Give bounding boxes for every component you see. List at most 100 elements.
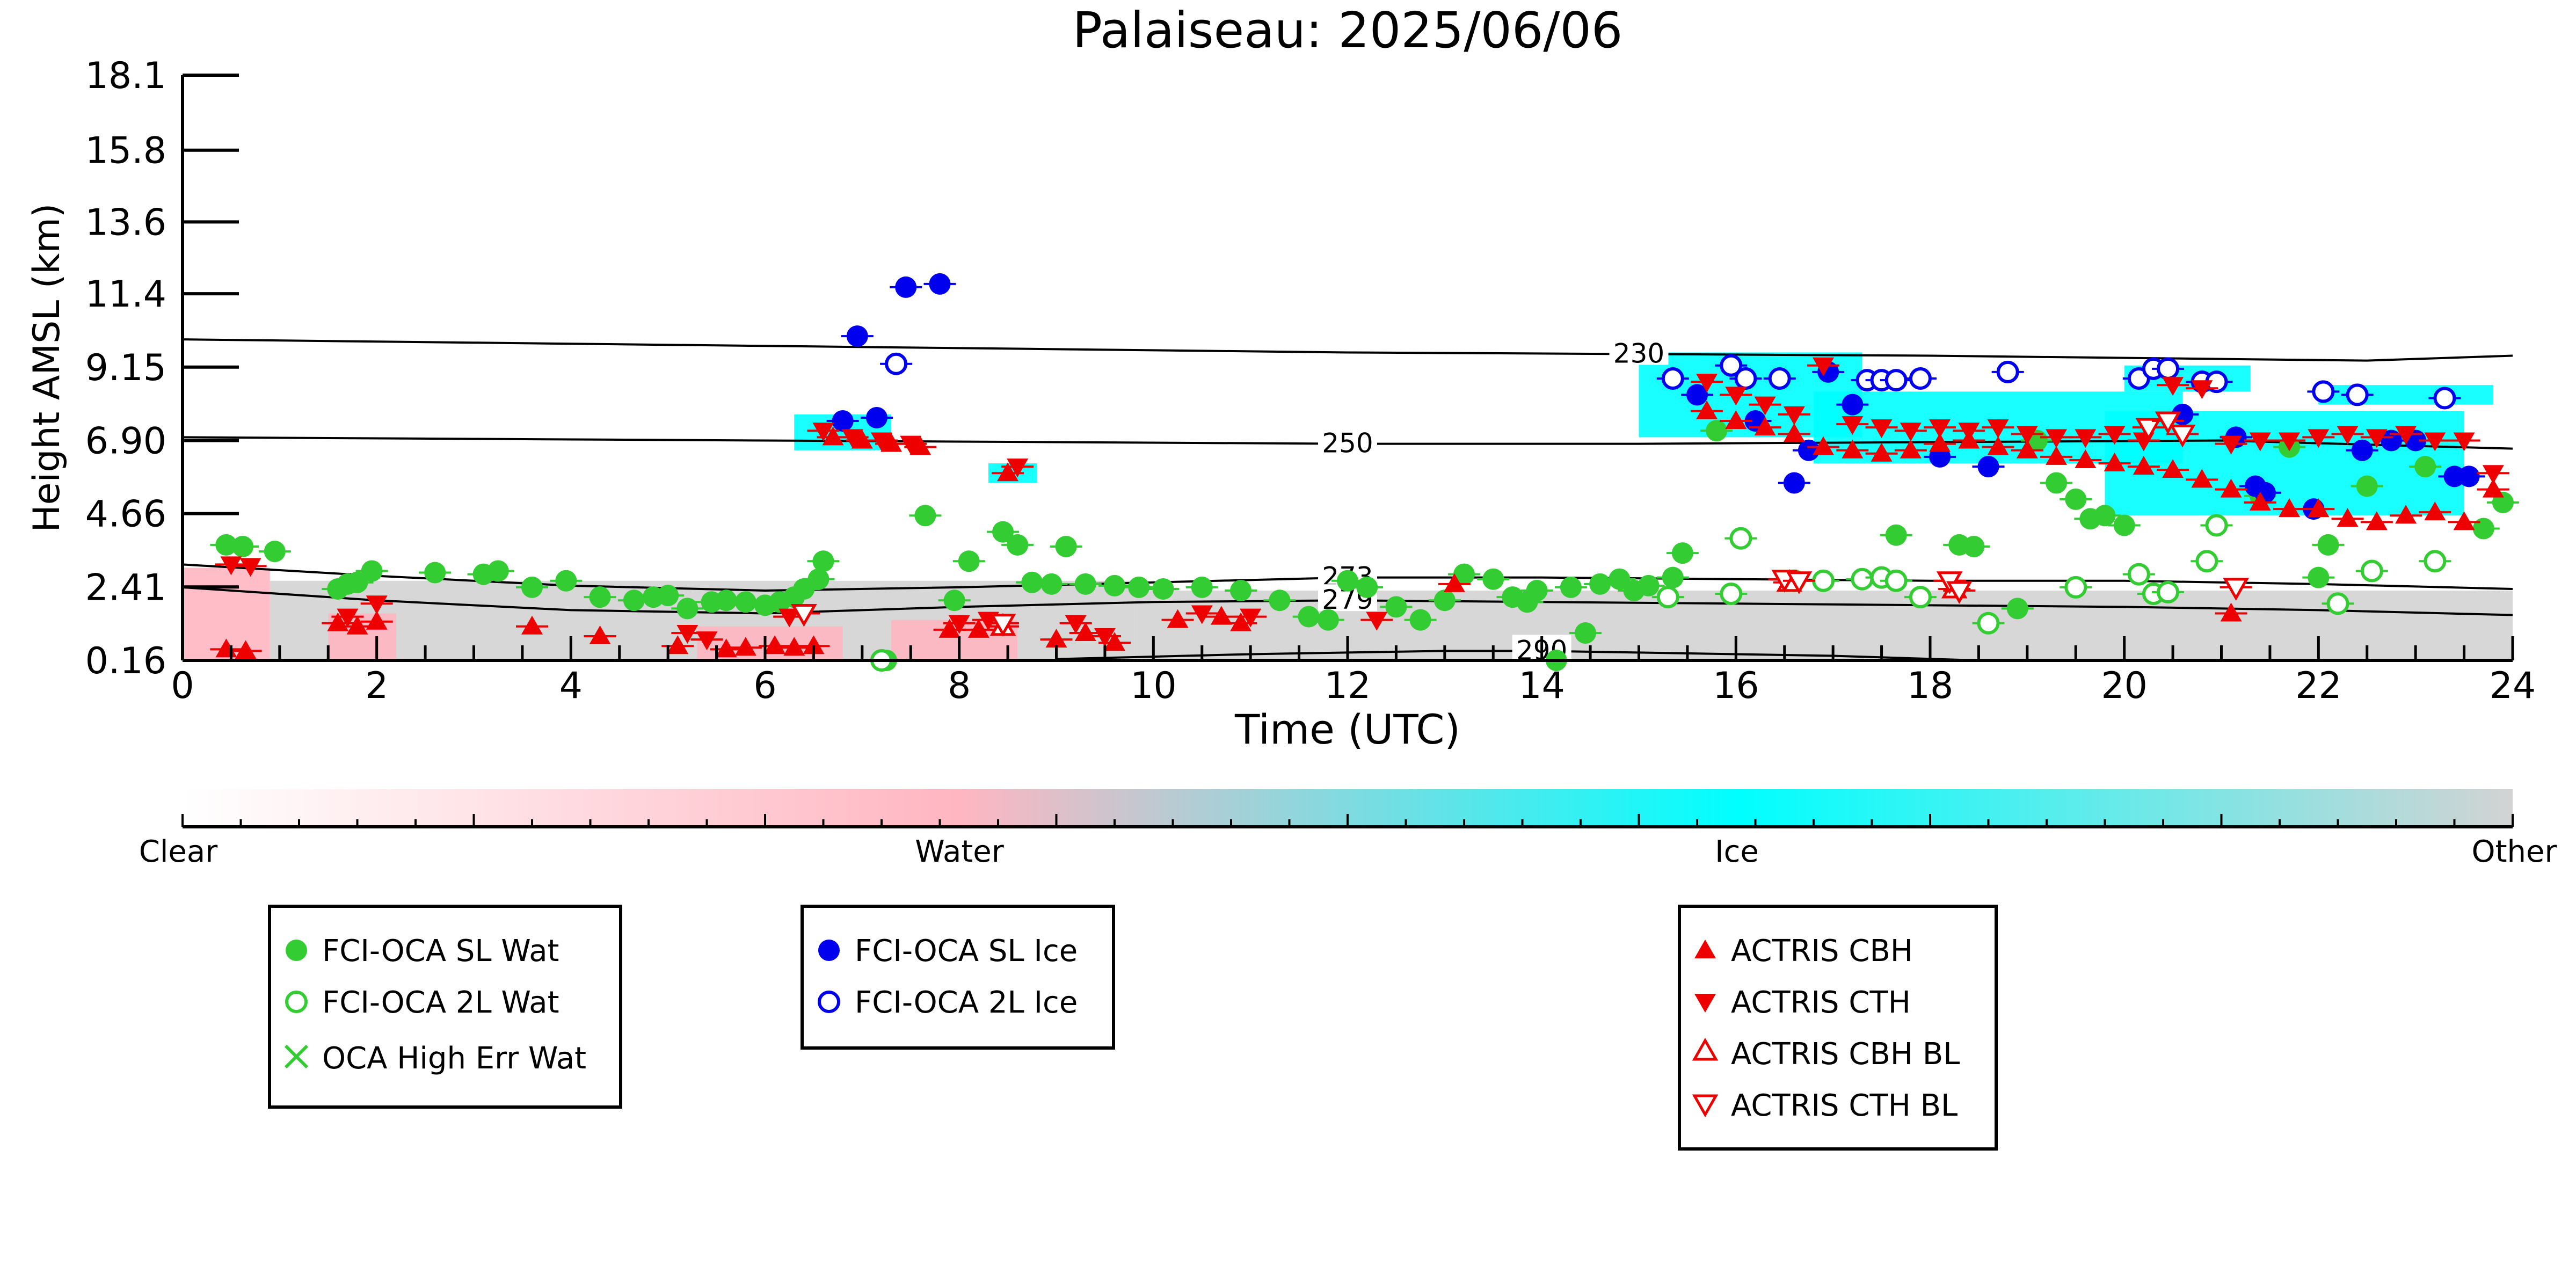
- point-fci-oca-sl-ice-18: [2351, 439, 2373, 461]
- point-actris-cbh-19: [997, 462, 1019, 482]
- point-actris-cbh-55: [2482, 478, 2504, 498]
- point-actris-cth-bl-6: [2135, 418, 2162, 441]
- point-actris-cth-3: [366, 595, 388, 615]
- series-actris-cth: [215, 357, 2509, 651]
- point-fci-oca-2l-wat-11: [2064, 576, 2087, 599]
- point-fci-oca-2l-wat-14: [2157, 581, 2180, 604]
- point-actris-cth-31: [2046, 429, 2068, 448]
- point-fci-oca-sl-ice-4: [929, 273, 951, 295]
- point-actris-cbh-1: [235, 640, 257, 659]
- point-fci-oca-2l-wat-16: [2205, 514, 2228, 537]
- point-actris-cbh-15: [881, 433, 903, 452]
- point-fci-oca-sl-wat-64: [1885, 524, 1907, 546]
- point-fci-oca-2l-ice-3: [1734, 367, 1757, 390]
- y-axis-ticks: 0.16 2.41 4.66 6.90 9.15 11.4 13.6 15.8 18.1: [85, 55, 239, 682]
- legend-ice-box: [801, 905, 1115, 1050]
- point-fci-oca-2l-ice-16: [2346, 383, 2369, 406]
- point-fci-oca-2l-wat-15: [2195, 550, 2218, 573]
- point-fci-oca-2l-wat-2: [1720, 583, 1743, 606]
- point-fci-oca-2l-ice-15: [2312, 380, 2335, 403]
- point-fci-oca-sl-ice-7: [1783, 472, 1805, 494]
- point-fci-oca-2l-ice-8: [1909, 367, 1932, 390]
- point-fci-oca-sl-wat-78: [2356, 475, 2378, 497]
- point-fci-oca-sl-ice-2: [865, 406, 887, 428]
- legend-ice: FCI-OCA SL Ice FCI-OCA 2L Ice: [801, 905, 1115, 1050]
- point-fci-oca-sl-wat-76: [2308, 566, 2330, 588]
- point-actris-cbh-10: [764, 635, 786, 654]
- point-actris-cbh-43: [2162, 459, 2184, 478]
- colorbar: Clear Water Ice Other: [139, 789, 2557, 869]
- point-actris-cth-37: [2220, 435, 2242, 455]
- point-fci-oca-2l-ice-7: [1884, 369, 1908, 392]
- point-actris-cth-35: [2162, 377, 2184, 396]
- y-tick-label-1: 2.41: [85, 566, 166, 609]
- contour-label-230: 230: [1613, 338, 1664, 369]
- point-fci-oca-sl-wat-58: [1609, 568, 1631, 590]
- point-actris-cbh-9: [734, 637, 756, 656]
- point-fci-oca-2l-ice-1: [1661, 367, 1684, 390]
- point-fci-oca-sl-ice-8: [1798, 439, 1820, 461]
- legend-symbol-fci-oca-2l-ice: [818, 991, 840, 1013]
- point-fci-oca-sl-wat-47: [1409, 609, 1431, 631]
- legend-symbol-actris-cth-bl: [1692, 1094, 1719, 1118]
- contour-line-230: [183, 338, 2513, 362]
- point-actris-cbh-20: [1045, 629, 1067, 648]
- point-fci-oca-sl-wat-28: [943, 590, 965, 612]
- series-actris-cth-bl: [788, 411, 2252, 637]
- legend-marker-actris-cbh: [1694, 940, 1716, 958]
- point-fci-oca-2l-ice-12: [2157, 357, 2180, 380]
- legend-symbol-fci-oca-2l-wat: [285, 991, 308, 1013]
- x-tick-label-5: 10: [1130, 665, 1177, 707]
- point-actris-cth-20: [1725, 387, 1747, 406]
- point-actris-cbh-52: [2395, 505, 2417, 524]
- point-actris-cbh-47: [2249, 491, 2271, 511]
- point-fci-oca-2l-ice-4: [1768, 367, 1791, 390]
- legend-water-box: [268, 905, 622, 1109]
- point-fci-oca-sl-wat-57: [1589, 573, 1611, 595]
- point-fci-oca-2l-wat-19: [2424, 550, 2447, 573]
- x-tick-label-3: 6: [753, 665, 776, 707]
- point-actris-cth-9: [871, 432, 892, 452]
- legend-symbol-actris-cbh: [1694, 940, 1716, 958]
- point-actris-cth-23: [1813, 357, 1835, 376]
- point-actris-cbh-16: [909, 436, 932, 455]
- point-fci-oca-sl-wat-19: [734, 591, 756, 613]
- point-actris-cbh-48: [2279, 498, 2301, 518]
- series-fci-oca-sl-wat: [210, 420, 2519, 671]
- point-actris-cth-bl-0: [791, 604, 817, 627]
- point-fci-oca-2l-wat-5: [1812, 569, 1835, 592]
- point-actris-cth-28: [1958, 423, 1980, 442]
- point-actris-cbh-12: [803, 635, 825, 654]
- point-fci-oca-sl-wat-67: [2006, 598, 2028, 620]
- point-actris-cbh-26: [1443, 573, 1465, 592]
- point-actris-cbh-54: [2453, 511, 2475, 530]
- point-fci-oca-sl-wat-77: [2317, 534, 2339, 556]
- legend-actris-box: [1678, 905, 1998, 1151]
- point-fci-oca-sl-ice-1: [846, 325, 868, 347]
- point-actris-cth-8: [841, 429, 863, 448]
- y-tick-label-0: 0.16: [85, 640, 166, 682]
- point-fci-oca-2l-wat-6: [1851, 567, 1874, 591]
- point-actris-cbh-17: [938, 618, 960, 638]
- colorbar-label-clear: Clear: [139, 834, 218, 869]
- point-fci-oca-sl-ice-12: [1977, 456, 1999, 478]
- point-fci-oca-sl-wat-6: [361, 560, 383, 582]
- legend-actris: ACTRIS CBH ACTRIS CTH ACTRIS CBH BL ACTR…: [1678, 905, 1998, 1151]
- point-fci-oca-2l-wat-12: [2127, 563, 2150, 586]
- point-actris-cbh-44: [2191, 469, 2213, 488]
- point-fci-oca-sl-wat-2: [264, 541, 286, 563]
- point-fci-oca-sl-wat-56: [1575, 622, 1597, 644]
- point-fci-oca-sl-ice-19: [2380, 430, 2402, 452]
- point-fci-oca-sl-wat-41: [1269, 590, 1291, 612]
- point-actris-cbh-45: [2220, 478, 2242, 498]
- point-actris-cth-2: [337, 608, 359, 628]
- point-actris-cbh-28: [1725, 410, 1747, 430]
- point-fci-oca-sl-wat-40: [1230, 579, 1252, 601]
- point-actris-cth-19: [1696, 374, 1718, 393]
- point-actris-cth-11: [948, 615, 970, 634]
- legend-marker-2l-wat: [285, 991, 308, 1013]
- contour-label-bg-250: [1318, 427, 1377, 455]
- point-actris-cth-24: [1842, 416, 1864, 435]
- point-actris-cbh-31: [1813, 436, 1835, 455]
